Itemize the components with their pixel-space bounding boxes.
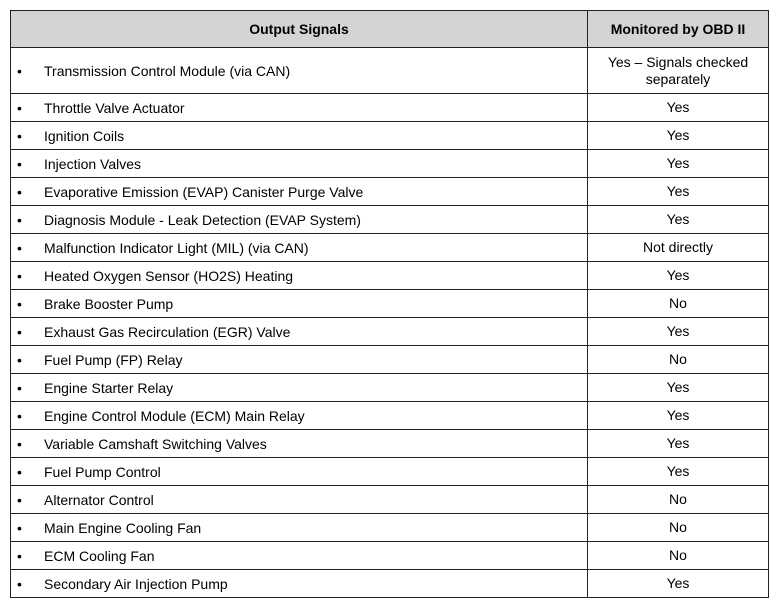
signal-cell: • Throttle Valve Actuator — [10, 93, 588, 122]
bullet-icon: • — [17, 463, 22, 480]
signal-cell: • Fuel Pump Control — [10, 457, 588, 486]
monitored-cell: Yes — [587, 457, 769, 486]
monitored-cell: Yes — [587, 401, 769, 430]
monitored-cell: No — [587, 345, 769, 374]
table-row: • Engine Starter Relay Yes — [10, 373, 769, 402]
signal-name: Ignition Coils — [44, 127, 125, 144]
monitored-cell: Yes — [587, 569, 769, 598]
header-monitored-by-obd: Monitored by OBD II — [587, 10, 769, 48]
monitored-cell: No — [587, 289, 769, 318]
signal-name: Alternator Control — [44, 491, 154, 508]
table-row: • Exhaust Gas Recirculation (EGR) Valve Ye… — [10, 317, 769, 346]
table-row: • Transmission Control Module (via CAN) Ye… — [10, 47, 769, 94]
signal-name: ECM Cooling Fan — [44, 547, 155, 564]
signal-cell: • Variable Camshaft Switching Valves — [10, 429, 588, 458]
signal-name: Transmission Control Module (via CAN) — [44, 62, 291, 79]
monitored-cell: Yes — [587, 121, 769, 150]
signal-name: Fuel Pump (FP) Relay — [44, 351, 183, 368]
signal-cell: • Injection Valves — [10, 149, 588, 178]
table-row: • Fuel Pump Control Yes — [10, 457, 769, 486]
signal-cell: • Brake Booster Pump — [10, 289, 588, 318]
table-row: • Heated Oxygen Sensor (HO2S) Heating Yes — [10, 261, 769, 290]
bullet-icon: • — [17, 267, 22, 284]
monitored-cell: Yes — [587, 317, 769, 346]
signal-cell: • Exhaust Gas Recirculation (EGR) Valve — [10, 317, 588, 346]
signal-name: Diagnosis Module - Leak Detection (EVAP … — [44, 211, 361, 228]
table-row: • Engine Control Module (ECM) Main Relay Y… — [10, 401, 769, 430]
signal-name: Malfunction Indicator Light (MIL) (via C… — [44, 239, 309, 256]
signal-cell: • Malfunction Indicator Light (MIL) (via … — [10, 233, 588, 262]
monitored-cell: No — [587, 513, 769, 542]
bullet-icon: • — [17, 547, 22, 564]
signal-cell: • Fuel Pump (FP) Relay — [10, 345, 588, 374]
signal-name: Engine Starter Relay — [44, 379, 174, 396]
table-row: • Variable Camshaft Switching Valves Yes — [10, 429, 769, 458]
bullet-icon: • — [17, 211, 22, 228]
bullet-icon: • — [17, 155, 22, 172]
table-row: • Injection Valves Yes — [10, 149, 769, 178]
monitored-cell: No — [587, 541, 769, 570]
signal-cell: • ECM Cooling Fan — [10, 541, 588, 570]
bullet-icon: • — [17, 127, 22, 144]
header-row: Output Signals Monitored by OBD II — [10, 10, 769, 48]
table-row: • Brake Booster Pump No — [10, 289, 769, 318]
monitored-cell: Yes — [587, 429, 769, 458]
signal-name: Evaporative Emission (EVAP) Canister Pur… — [44, 183, 364, 200]
signal-cell: • Ignition Coils — [10, 121, 588, 150]
bullet-icon: • — [17, 407, 22, 424]
signal-cell: • Engine Starter Relay — [10, 373, 588, 402]
signal-cell: • Evaporative Emission (EVAP) Canister Pu… — [10, 177, 588, 206]
bullet-icon: • — [17, 183, 22, 200]
signal-cell: • Transmission Control Module (via CAN) — [10, 47, 588, 94]
bullet-icon: • — [17, 519, 22, 536]
bullet-icon: • — [17, 62, 22, 79]
signal-name: Main Engine Cooling Fan — [44, 519, 202, 536]
table-row: • Throttle Valve Actuator Yes — [10, 93, 769, 122]
bullet-icon: • — [17, 435, 22, 452]
table-row: • Fuel Pump (FP) Relay No — [10, 345, 769, 374]
signal-cell: • Engine Control Module (ECM) Main Relay — [10, 401, 588, 430]
monitored-cell: Yes — [587, 149, 769, 178]
table-row: • Diagnosis Module - Leak Detection (EVAP… — [10, 205, 769, 234]
table-row: • Secondary Air Injection Pump Yes — [10, 569, 769, 598]
signal-name: Brake Booster Pump — [44, 295, 174, 312]
bullet-icon: • — [17, 239, 22, 256]
header-output-signals: Output Signals — [10, 10, 588, 48]
signal-name: Variable Camshaft Switching Valves — [44, 435, 267, 452]
bullet-icon: • — [17, 379, 22, 396]
signal-cell: • Diagnosis Module - Leak Detection (EVAP… — [10, 205, 588, 234]
signal-name: Secondary Air Injection Pump — [44, 575, 228, 592]
output-signals-table: Output Signals Monitored by OBD II • Tran… — [10, 10, 769, 598]
table-row: • Main Engine Cooling Fan No — [10, 513, 769, 542]
bullet-icon: • — [17, 295, 22, 312]
monitored-cell: Not directly — [587, 233, 769, 262]
signal-name: Engine Control Module (ECM) Main Relay — [44, 407, 305, 424]
signal-name: Injection Valves — [44, 155, 142, 172]
table-row: • Ignition Coils Yes — [10, 121, 769, 150]
table-row: • Malfunction Indicator Light (MIL) (via … — [10, 233, 769, 262]
signal-name: Heated Oxygen Sensor (HO2S) Heating — [44, 267, 294, 284]
monitored-cell: Yes — [587, 261, 769, 290]
signal-cell: • Secondary Air Injection Pump — [10, 569, 588, 598]
signal-cell: • Alternator Control — [10, 485, 588, 514]
signal-cell: • Heated Oxygen Sensor (HO2S) Heating — [10, 261, 588, 290]
monitored-cell: No — [587, 485, 769, 514]
signal-name: Fuel Pump Control — [44, 463, 161, 480]
bullet-icon: • — [17, 575, 22, 592]
signal-name: Throttle Valve Actuator — [44, 99, 185, 116]
monitored-cell: Yes – Signals checked separately — [587, 47, 769, 94]
signal-cell: • Main Engine Cooling Fan — [10, 513, 588, 542]
monitored-cell: Yes — [587, 373, 769, 402]
table-row: • Alternator Control No — [10, 485, 769, 514]
monitored-cell: Yes — [587, 205, 769, 234]
monitored-cell: Yes — [587, 177, 769, 206]
signal-name: Exhaust Gas Recirculation (EGR) Valve — [44, 323, 291, 340]
monitored-cell: Yes — [587, 93, 769, 122]
table-row: • Evaporative Emission (EVAP) Canister Pu… — [10, 177, 769, 206]
table-row: • ECM Cooling Fan No — [10, 541, 769, 570]
bullet-icon: • — [17, 351, 22, 368]
bullet-icon: • — [17, 323, 22, 340]
bullet-icon: • — [17, 99, 22, 116]
bullet-icon: • — [17, 491, 22, 508]
